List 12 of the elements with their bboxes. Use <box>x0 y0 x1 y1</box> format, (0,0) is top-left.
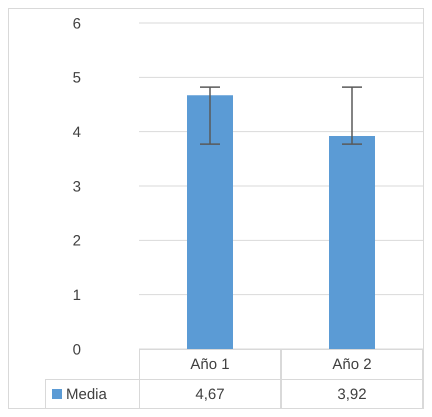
y-tick-label: 0 <box>72 341 81 358</box>
y-tick-label: 2 <box>72 232 81 250</box>
y-tick-label: 4 <box>72 124 81 141</box>
x-tick-label: Año 2 <box>281 349 423 379</box>
data-label: 3,92 <box>281 379 423 409</box>
y-tick-label: 5 <box>72 70 81 87</box>
y-tick-label: 1 <box>72 286 81 304</box>
legend-label: Media <box>45 379 139 409</box>
y-tick-label: 3 <box>72 178 81 196</box>
data-label: 4,67 <box>139 379 281 409</box>
y-tick-label: 6 <box>72 15 81 32</box>
x-tick-label: Año 1 <box>139 349 281 379</box>
